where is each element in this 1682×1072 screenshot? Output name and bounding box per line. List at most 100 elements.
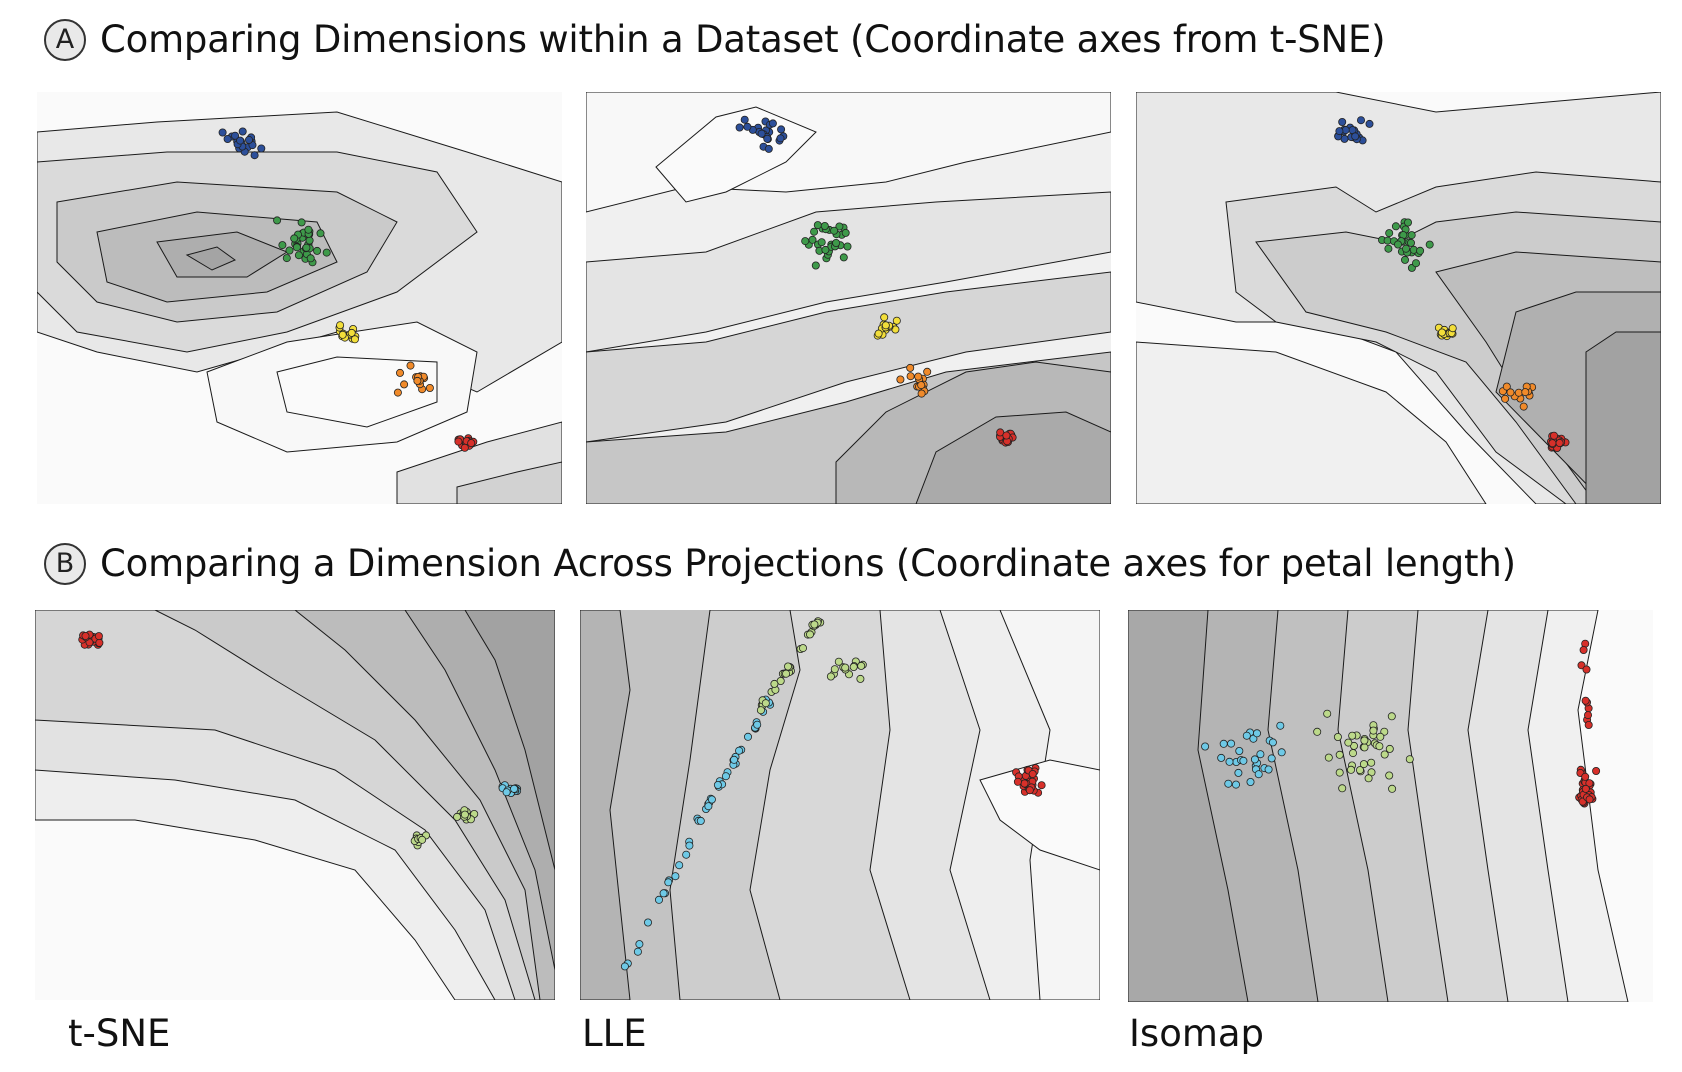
data-point [874, 329, 883, 338]
panel-b3-isomap-contour-plot [1128, 610, 1653, 1002]
data-point [347, 328, 356, 337]
data-point [1425, 240, 1434, 249]
data-point [322, 248, 331, 257]
data-point [1348, 731, 1357, 740]
data-point [1555, 438, 1564, 447]
data-point [1348, 749, 1357, 758]
panel-b2-lle-contour-plot [580, 610, 1100, 1000]
data-point [1416, 246, 1425, 255]
data-point [1385, 771, 1394, 780]
data-point [1250, 755, 1259, 764]
data-point [830, 226, 839, 235]
data-point [413, 376, 422, 385]
data-point [1253, 729, 1262, 738]
contour-band [586, 271, 1111, 443]
data-point [740, 115, 749, 124]
data-point [1313, 727, 1322, 736]
data-point [721, 772, 730, 781]
data-point [81, 631, 90, 640]
data-point [849, 663, 858, 672]
data-point [1360, 736, 1369, 745]
data-point [1267, 754, 1276, 763]
data-point [1324, 753, 1333, 762]
data-point [1579, 646, 1588, 655]
section-b-badge: B [44, 542, 86, 585]
data-point [1501, 394, 1510, 403]
data-point [817, 238, 826, 247]
data-point [813, 221, 822, 230]
data-point [305, 236, 314, 245]
data-point [393, 388, 402, 397]
data-point [238, 127, 247, 136]
data-point [856, 674, 865, 683]
contour-band [580, 610, 631, 1000]
data-point [1217, 753, 1226, 762]
data-point [685, 841, 694, 850]
data-point [914, 372, 923, 381]
data-point [763, 134, 772, 143]
data-point [460, 810, 469, 819]
data-point [1502, 382, 1511, 391]
data-point [244, 135, 253, 144]
data-point [1388, 784, 1397, 793]
data-point [1376, 732, 1385, 741]
data-point [917, 381, 926, 390]
contour-band [915, 411, 1111, 504]
data-point [218, 128, 227, 137]
data-point [406, 361, 415, 370]
data-point [1239, 756, 1248, 765]
contour-band [464, 610, 555, 871]
data-point [395, 368, 404, 377]
data-point [892, 316, 901, 325]
data-point [1380, 750, 1389, 759]
data-point [1360, 743, 1369, 752]
data-point [843, 242, 852, 251]
data-point [1521, 388, 1530, 397]
data-point [1335, 768, 1344, 777]
data-point [841, 228, 850, 237]
data-point [782, 669, 791, 678]
data-point [1359, 760, 1368, 769]
data-point [811, 261, 820, 270]
data-point [880, 313, 889, 322]
data-point [756, 706, 765, 715]
data-point [1002, 431, 1011, 440]
data-point [743, 122, 752, 131]
data-point [1437, 328, 1446, 337]
data-point [1581, 772, 1590, 781]
data-point [1276, 721, 1285, 730]
data-point [1338, 117, 1347, 126]
panel-label-tsne: t-SNE [68, 1012, 171, 1055]
data-point [1411, 259, 1420, 268]
data-point [1227, 739, 1236, 748]
data-point [896, 375, 905, 384]
data-point [1384, 244, 1393, 253]
data-point [835, 222, 844, 231]
data-point [1235, 746, 1244, 755]
data-point [801, 237, 810, 246]
data-point [1367, 758, 1376, 767]
data-point [294, 251, 303, 260]
data-point [1268, 738, 1277, 747]
data-point [1201, 742, 1210, 751]
data-point [1335, 127, 1344, 136]
data-point [805, 630, 814, 639]
data-point [906, 372, 915, 381]
data-point [682, 850, 691, 859]
data-point [1323, 709, 1332, 718]
data-point [1225, 757, 1234, 766]
data-point [1506, 388, 1515, 397]
data-point [316, 229, 325, 238]
data-point [830, 665, 839, 674]
data-point [1256, 750, 1265, 759]
data-point [1385, 744, 1394, 753]
contour-band [655, 106, 817, 203]
data-point [1406, 238, 1415, 247]
data-point [1514, 388, 1523, 397]
data-point [304, 225, 313, 234]
data-point [257, 144, 266, 153]
data-point [761, 699, 770, 708]
data-point [1393, 240, 1402, 249]
data-point [707, 795, 716, 804]
data-point [777, 125, 786, 134]
